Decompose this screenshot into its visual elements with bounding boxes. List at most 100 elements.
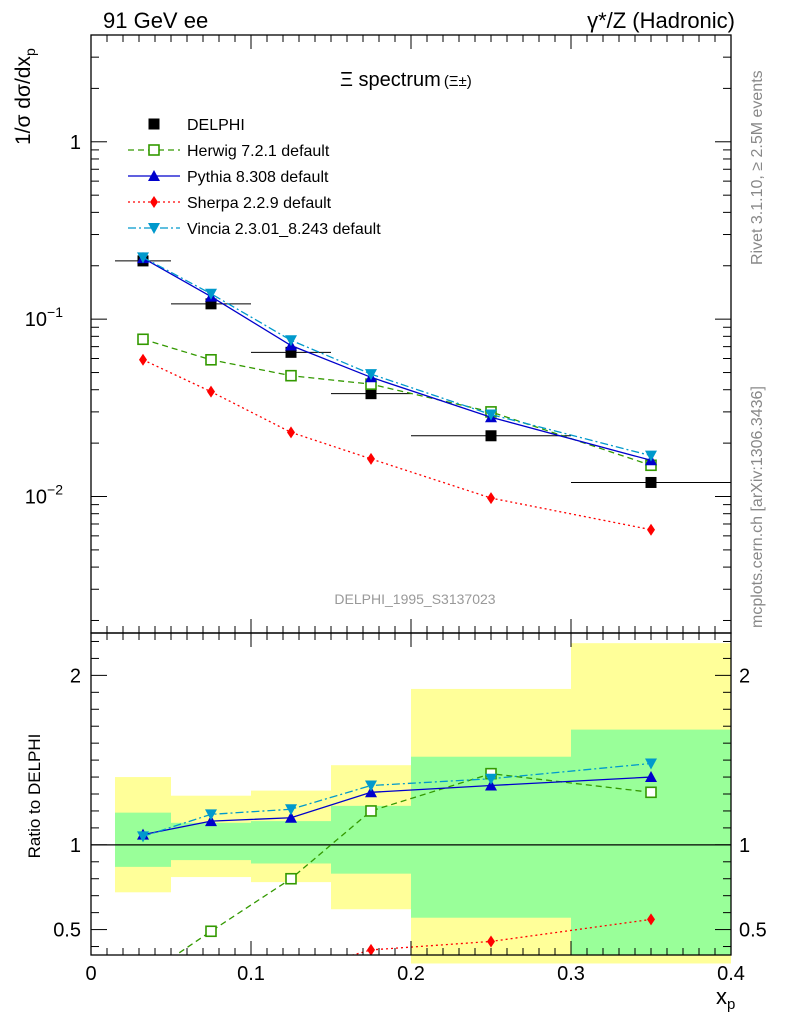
- legend-marker-3: [150, 196, 158, 208]
- data-point-0-3: [365, 388, 377, 400]
- ratio-y-tick-label-1: 1: [70, 835, 81, 857]
- data-point-0-5: [645, 476, 657, 488]
- ratio-point-0-3: [365, 805, 377, 817]
- data-point-0-2: [285, 346, 297, 358]
- legend-label-4: Vincia 2.3.01_8.243 default: [187, 221, 381, 238]
- data-point-1-0: [137, 333, 149, 346]
- ratio-point-1-2: [285, 811, 297, 823]
- data-point-4-0: [137, 252, 149, 264]
- data-point-3-3: [367, 452, 375, 465]
- series-line-4: [142, 256, 652, 457]
- legend-entry-3: Sherpa 2.2.9 default: [128, 195, 332, 212]
- ratio-series-0: [174, 767, 657, 955]
- ratio-point-0-2: [285, 872, 297, 885]
- legend-label-3: Sherpa 2.2.9 default: [187, 195, 332, 212]
- series-line-2: [142, 257, 652, 461]
- main-panel: [115, 252, 731, 536]
- ratio-panel: [91, 758, 731, 955]
- legend-label-0: DELPHI: [187, 117, 245, 134]
- ratio-y-tick-label-0: 0.5: [53, 920, 81, 942]
- ratio-line-1: [142, 776, 652, 836]
- ratio-y-tick-label-right-0: 0.5: [739, 920, 767, 942]
- ratio-y-ticks: 0.5 0.5 1 1 2 2: [53, 640, 767, 948]
- main-y-tick-label-1: 10−1: [25, 304, 63, 331]
- header-left: 91 GeV ee: [103, 8, 208, 33]
- main-y-tick-exp-1: −1: [47, 304, 63, 320]
- legend-entry-0: DELPHI: [148, 117, 245, 134]
- main-ylabel-sub: p: [22, 48, 38, 56]
- data-point-1-2: [285, 369, 297, 382]
- x-tick-label-1: 0.1: [237, 963, 265, 985]
- legend-entry-4: Vincia 2.3.01_8.243 default: [128, 221, 381, 238]
- legend: DELPHI Herwig 7.2.1 default Pythia 8.308 d…: [128, 117, 381, 238]
- data-point-0-1: [205, 298, 217, 310]
- main-y-tick-base-2: 10: [25, 487, 47, 509]
- data-point-4-1: [205, 288, 217, 300]
- x-tick-label-0: 0: [85, 963, 96, 985]
- ratio-band-inner-2: [251, 821, 331, 864]
- legend-label-2: Pythia 8.308 default: [187, 169, 329, 186]
- rivet-label: Rivet 3.1.10, ≥ 2.5M events: [749, 70, 766, 265]
- watermark: DELPHI_1995_S3137023: [334, 591, 495, 607]
- ratio-point-0-1: [205, 925, 217, 938]
- ratio-series-2: [350, 913, 655, 955]
- ratio-point-3-5: [645, 758, 657, 770]
- legend-label-1: Herwig 7.2.1 default: [187, 143, 330, 160]
- header-right: γ*/Z (Hadronic): [587, 8, 735, 33]
- ratio-xlabel-text: x: [716, 984, 727, 1009]
- ratio-uncertainty-bands: [115, 643, 731, 964]
- data-point-3-4: [487, 492, 495, 505]
- mcplots-label: mcplots.cern.ch [arXiv:1306.3436]: [749, 386, 766, 628]
- x-tick-label-4: 0.4: [717, 963, 745, 985]
- legend-marker-2: [148, 170, 160, 181]
- ratio-point-1-3: [365, 786, 377, 798]
- main-y-tick-exp-2: −2: [47, 482, 63, 498]
- ratio-point-2-5: [647, 913, 655, 926]
- legend-marker-0: [148, 118, 160, 130]
- ratio-y-tick-label-2: 2: [70, 665, 81, 687]
- ratio-series-3: [137, 758, 657, 843]
- ratio-xlabel: xp: [716, 984, 735, 1013]
- series-line-1: [142, 338, 652, 466]
- ratio-point-1-1: [205, 815, 217, 827]
- legend-entry-2: Pythia 8.308 default: [128, 169, 329, 186]
- main-y-tick-base-1: 10: [25, 309, 47, 331]
- data-point-3-5: [647, 523, 655, 536]
- x-tick-label-3: 0.3: [557, 963, 585, 985]
- data-point-4-4: [485, 409, 497, 421]
- series-3: [139, 353, 655, 536]
- data-point-0-4: [485, 430, 497, 442]
- series-line-3: [142, 359, 652, 531]
- chart-title-text: Ξ spectrum: [340, 69, 441, 91]
- data-point-3-0: [139, 353, 147, 366]
- ratio-line-3: [142, 762, 652, 837]
- series-1: [137, 333, 657, 472]
- legend-marker-1: [148, 144, 160, 156]
- ratio-point-3-3: [365, 780, 377, 792]
- data-point-1-1: [205, 353, 217, 366]
- x-ticks: 0 0.1 0.2 0.3 0.4: [85, 35, 745, 985]
- ratio-xlabel-sub: p: [727, 996, 735, 1013]
- ratio-point-3-0: [137, 831, 149, 843]
- series-4: [137, 252, 657, 462]
- main-y-tick-label-2: 10−2: [25, 482, 63, 509]
- chart-title-suffix: (Ξ±): [444, 73, 472, 90]
- main-y-tick-label-0: 1: [70, 132, 81, 154]
- data-point-3-2: [287, 426, 295, 439]
- ratio-point-1-4: [485, 779, 497, 791]
- ratio-ylabel: Ratio to DELPHI: [25, 734, 44, 859]
- main-ylabel-text: 1/σ dσ/dx: [12, 56, 35, 145]
- data-point-4-5: [645, 450, 657, 462]
- ratio-point-3-1: [205, 809, 217, 821]
- data-point-3-1: [207, 385, 215, 398]
- data-point-4-2: [285, 335, 297, 347]
- ratio-line-0: [174, 773, 652, 955]
- x-tick-label-2: 0.2: [397, 963, 425, 985]
- ratio-band-inner-1: [171, 822, 251, 861]
- data-point-4-3: [365, 369, 377, 381]
- ratio-y-tick-label-right-1: 1: [739, 835, 750, 857]
- chart-title: Ξ spectrum (Ξ±): [340, 69, 472, 91]
- ratio-point-1-5: [645, 771, 657, 783]
- legend-marker-4: [148, 223, 160, 234]
